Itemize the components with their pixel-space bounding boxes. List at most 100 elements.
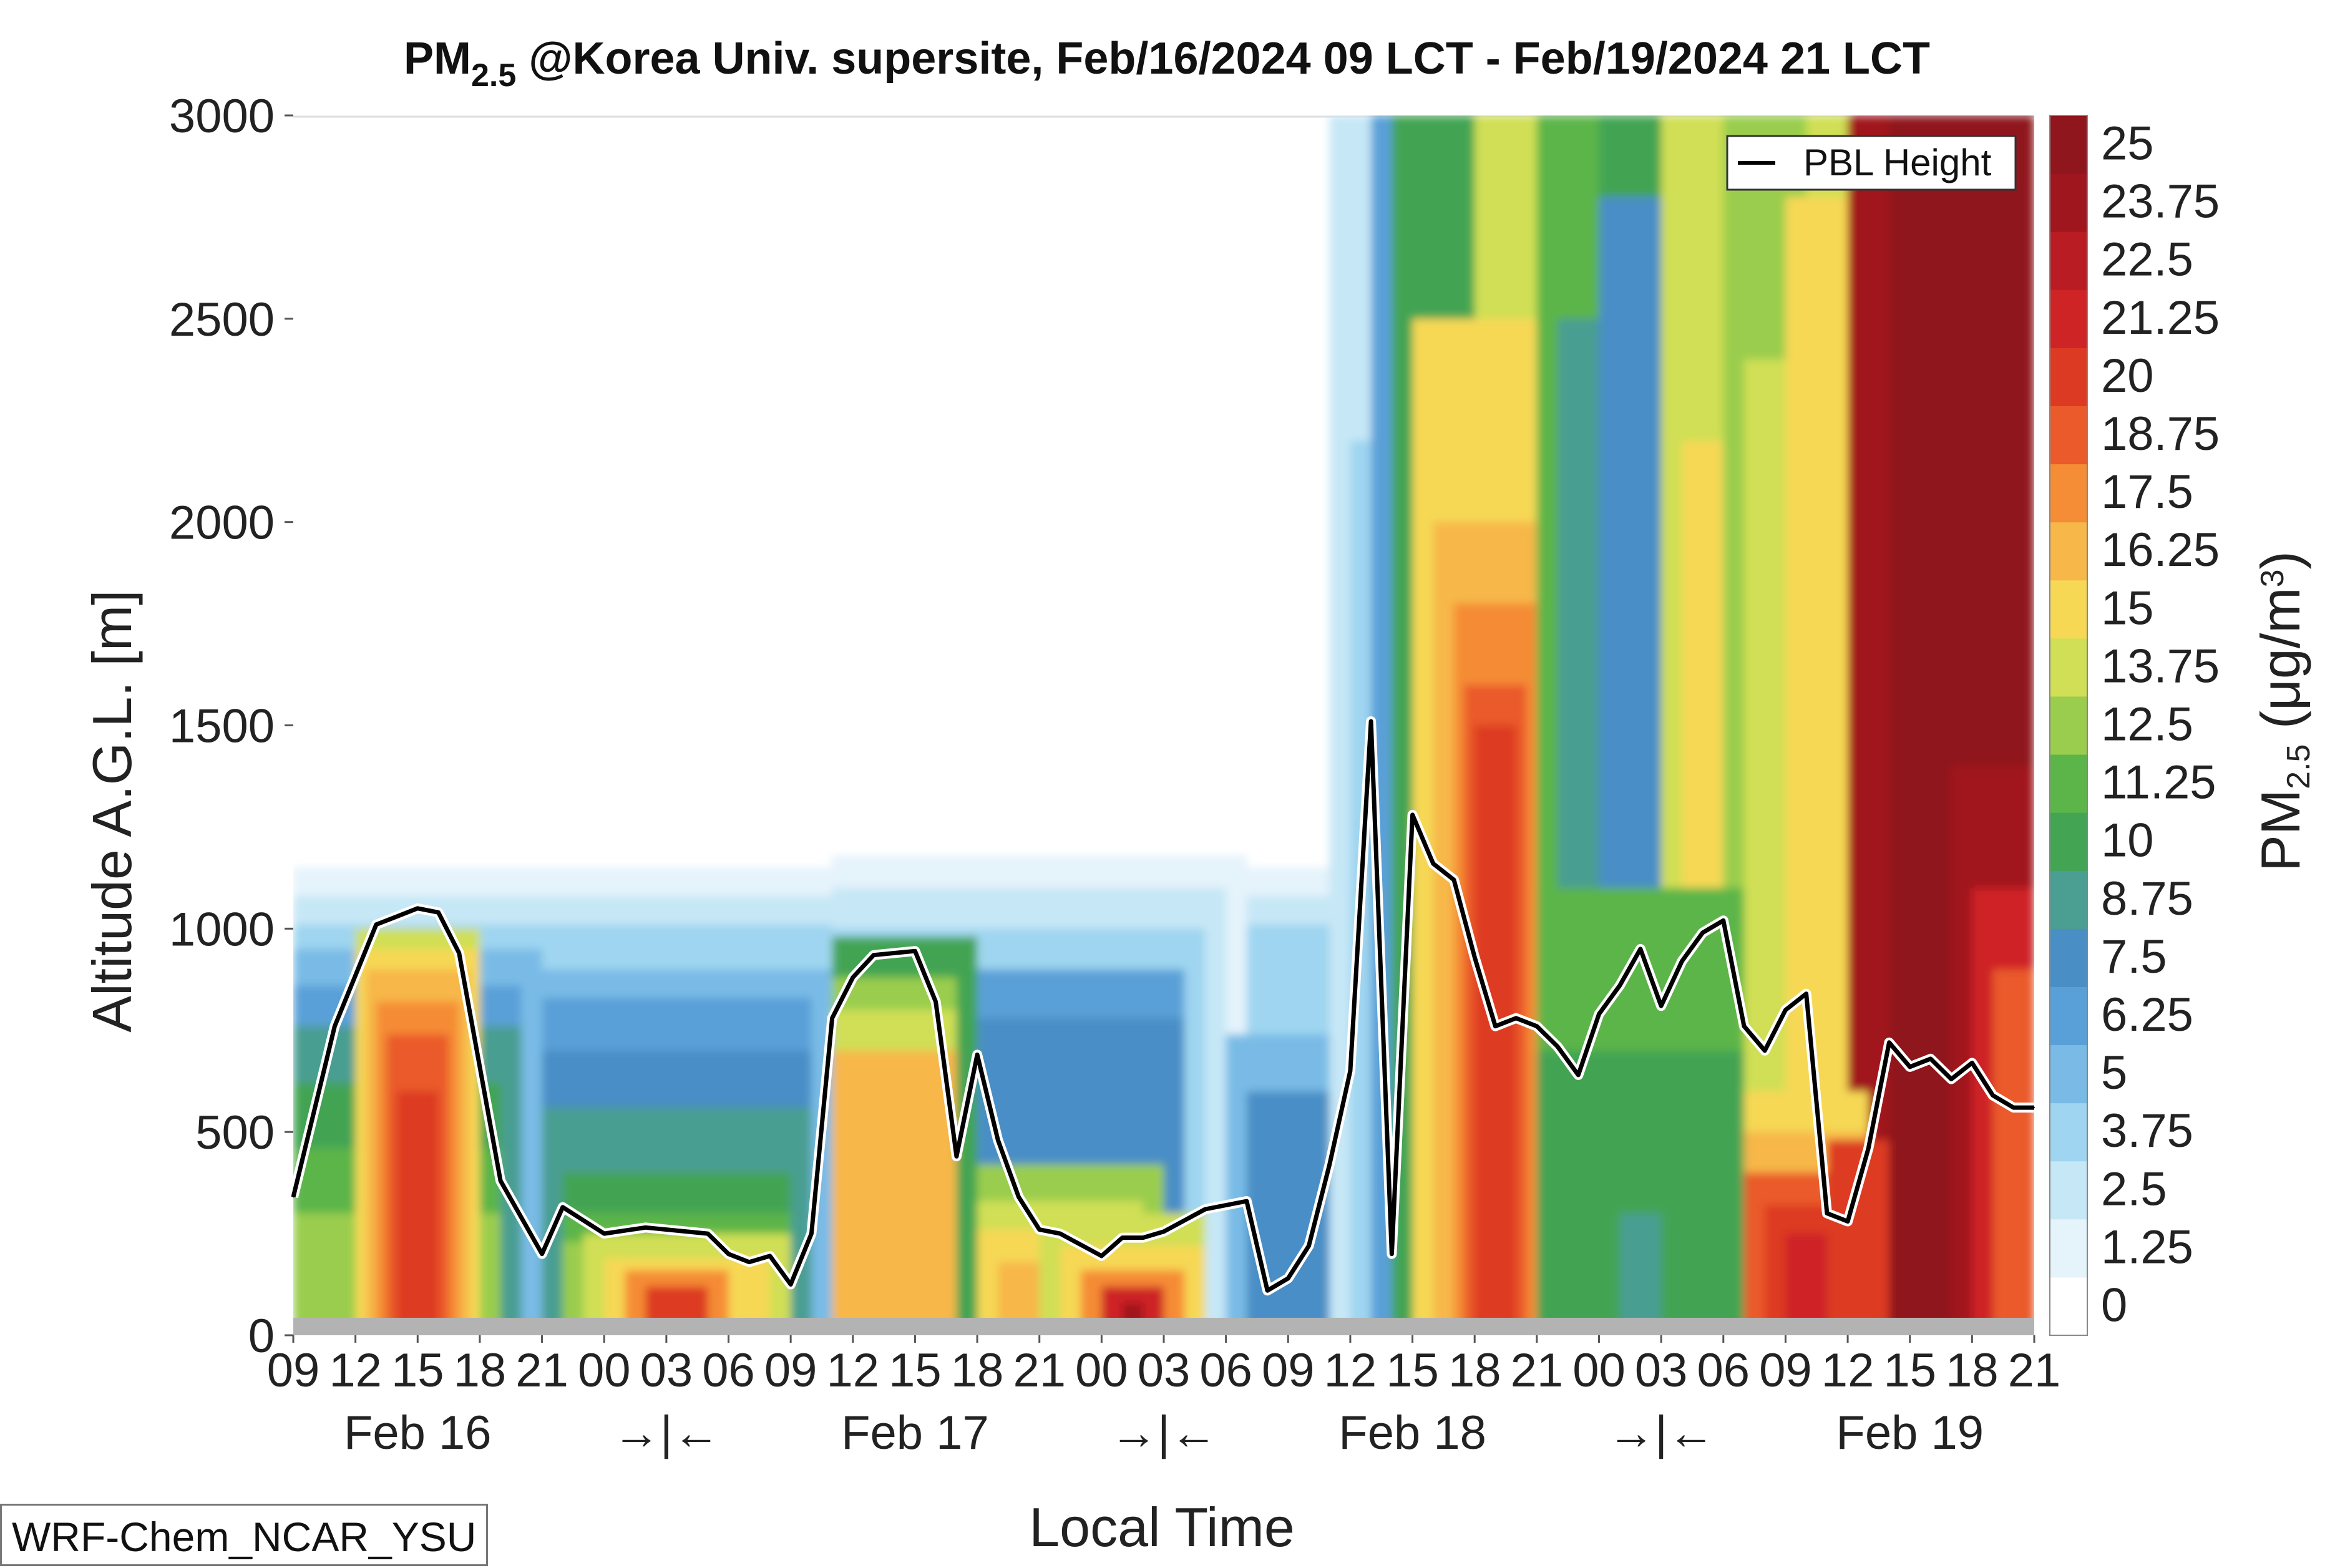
pbl-height-point-60: [1805, 993, 1807, 995]
date-label-1: →|←: [613, 1406, 720, 1459]
heat-band-26: [832, 1050, 957, 1335]
y-tick-label-3: 1500: [169, 700, 275, 753]
pbl-height-point-18: [852, 976, 854, 978]
colorbar-swatch-15: [2050, 406, 2087, 465]
date-label-5: →|←: [1607, 1406, 1715, 1459]
chart-title-rest: @Korea Univ. supersite, Feb/16/2024 09 L…: [516, 34, 1930, 84]
pbl-height-point-25: [1018, 1196, 1020, 1198]
pbl-height-point-66: [1929, 1058, 1931, 1059]
x-tick-label-6: 03: [640, 1344, 693, 1397]
pbl-height-point-5: [458, 952, 460, 954]
pbl-height-point-13: [748, 1261, 750, 1263]
pbl-height-point-36: [1308, 1245, 1310, 1247]
colorbar-swatch-2: [2050, 1161, 2087, 1220]
pbl-height-point-29: [1121, 1237, 1123, 1239]
x-tick-label-21: 00: [1572, 1344, 1626, 1397]
pbl-height-point-57: [1743, 1025, 1745, 1027]
colorbar-label-6: 7.5: [2101, 930, 2167, 983]
colorbar-label-3: 3.75: [2101, 1104, 2193, 1157]
pbl-height-point-53: [1660, 1005, 1662, 1007]
x-tick-label-10: 15: [889, 1344, 942, 1397]
pbl-height-point-42: [1432, 863, 1434, 865]
pbl-height-point-31: [1163, 1230, 1164, 1232]
x-tick-label-1: 12: [329, 1344, 382, 1397]
pbl-height-point-4: [437, 912, 439, 913]
chart-title-subscript: 2.5: [471, 57, 516, 94]
colorbar-label-12: 15: [2101, 582, 2154, 635]
pbl-height-point-54: [1681, 960, 1683, 962]
heat-band-54: [1619, 1213, 1662, 1335]
pbl-height-point-45: [1494, 1025, 1496, 1027]
pbl-height-point-52: [1639, 948, 1641, 950]
colorbar-swatch-9: [2050, 754, 2087, 813]
pbl-height-point-47: [1536, 1025, 1538, 1027]
x-axis: 09 12 15 18 21 00 03 06 09 12 15 18 21 00 03 06 09 12 15 18…: [267, 1335, 2060, 1459]
colorbar-label-8: 10: [2101, 814, 2154, 867]
pbl-height-point-20: [914, 950, 916, 952]
x-tick-label-19: 18: [1448, 1344, 1501, 1397]
colorbar-label-4: 5: [2101, 1046, 2127, 1099]
y-tick-label-1: 500: [195, 1106, 275, 1159]
pbl-height-point-40: [1391, 1253, 1393, 1255]
pbl-height-point-8: [562, 1206, 563, 1208]
colorbar-swatch-5: [2050, 986, 2087, 1046]
pbl-height-point-16: [811, 1233, 812, 1235]
colorbar-title: PM2.5 (μg/m3): [2250, 551, 2317, 872]
colorbar-swatch-1: [2050, 1219, 2087, 1278]
colorbar-label-9: 11.25: [2101, 756, 2216, 809]
colorbar-swatch-16: [2050, 348, 2087, 406]
colorbar-label-11: 13.75: [2101, 640, 2220, 693]
legend-label-pbl-height: PBL Height: [1803, 142, 1992, 183]
heat-band-63: [1992, 969, 2034, 1335]
colorbar-title-close: ): [2250, 551, 2311, 569]
pbl-height-point-44: [1474, 956, 1476, 958]
heat-band-78: [397, 1091, 439, 1335]
x-tick-label-5: 00: [578, 1344, 631, 1397]
date-label-0: Feb 16: [344, 1406, 492, 1459]
x-tick-label-27: 18: [1946, 1344, 1999, 1397]
x-tick-label-15: 06: [1199, 1344, 1252, 1397]
pbl-height-point-10: [645, 1227, 646, 1229]
pbl-height-point-9: [603, 1233, 605, 1235]
pbl-height-point-63: [1868, 1147, 1870, 1149]
x-tick-label-25: 12: [1821, 1344, 1874, 1397]
pbl-height-point-19: [873, 954, 874, 956]
pbl-height-point-6: [500, 1180, 502, 1182]
x-tick-label-3: 18: [454, 1344, 507, 1397]
legend: PBL Height: [1726, 135, 2017, 191]
colorbar-label-0: 0: [2101, 1278, 2127, 1332]
pbl-height-point-21: [935, 1001, 937, 1003]
colorbar-swatch-20: [2050, 115, 2087, 174]
pbl-height-point-27: [1059, 1233, 1061, 1235]
colorbar-frame: [2049, 115, 2088, 1336]
x-tick-label-13: 00: [1075, 1344, 1128, 1397]
pbl-height-line: [291, 719, 2034, 1293]
y-tick-label-0: 0: [248, 1310, 275, 1363]
pbl-height-point-38: [1349, 1070, 1351, 1072]
pbl-height-point-30: [1142, 1237, 1144, 1239]
x-tick-label-23: 06: [1697, 1344, 1750, 1397]
colorbar: 01.252.53.7556.257.58.751011.2512.513.75…: [2049, 115, 2220, 1336]
date-label-6: Feb 19: [1836, 1406, 1984, 1459]
x-tick-label-12: 21: [1013, 1344, 1066, 1397]
pbl-height-point-46: [1515, 1017, 1517, 1019]
pm25-concentration-field: [293, 115, 2034, 1335]
pbl-height-point-2: [375, 923, 377, 925]
colorbar-label-2: 2.5: [2101, 1162, 2167, 1215]
pbl-height-point-51: [1619, 985, 1621, 986]
pbl-height-point-7: [541, 1253, 543, 1255]
pbl-height-point-61: [1826, 1212, 1828, 1214]
x-tick-label-18: 15: [1386, 1344, 1439, 1397]
colorbar-label-20: 25: [2101, 117, 2154, 170]
pbl-height-point-69: [1992, 1094, 1994, 1096]
colorbar-swatch-4: [2050, 1045, 2087, 1104]
pbl-height-point-49: [1577, 1074, 1579, 1076]
pbl-height-point-71: [2034, 1107, 2035, 1109]
y-axis-title: Altitude A.G.L. [m]: [81, 590, 143, 1032]
pbl-height-point-68: [1971, 1062, 1973, 1064]
pbl-height-point-65: [1909, 1066, 1911, 1068]
pbl-height-point-11: [707, 1233, 709, 1235]
date-label-4: Feb 18: [1338, 1406, 1486, 1459]
x-tick-label-8: 09: [764, 1344, 817, 1397]
